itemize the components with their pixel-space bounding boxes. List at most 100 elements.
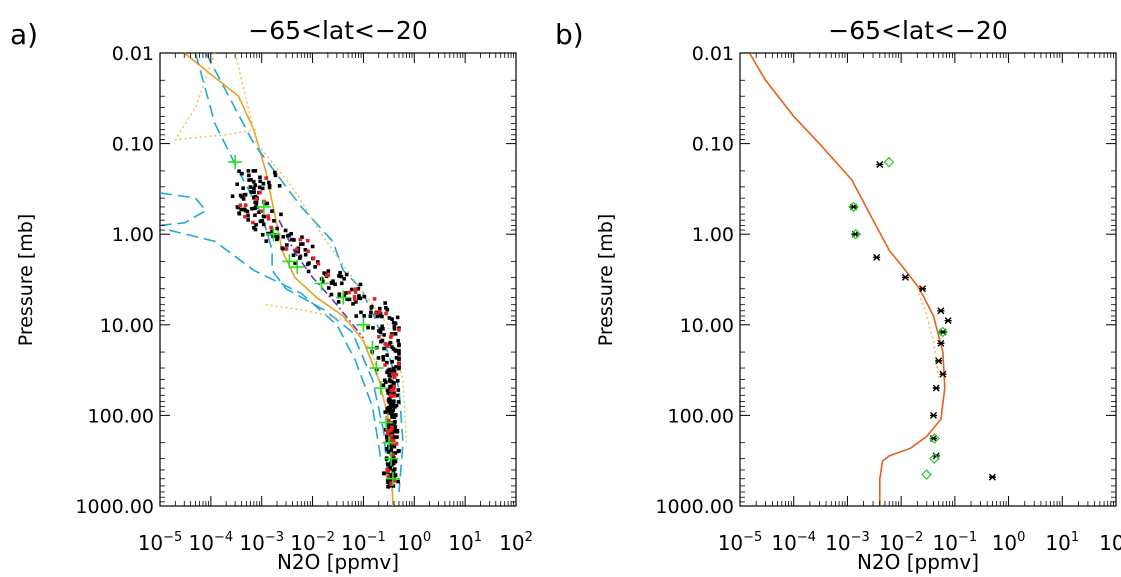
a-black-point: [253, 227, 258, 232]
a-black-point: [306, 269, 311, 274]
a-x-tick-label: 10−2: [290, 530, 335, 555]
b-black-star: [988, 473, 996, 481]
a-black-point: [390, 317, 394, 321]
a-black-point: [248, 185, 253, 189]
a-black-point: [395, 435, 399, 439]
a-red-point: [392, 384, 396, 389]
a-x-tick-label: 101: [448, 530, 482, 555]
a-black-point: [391, 468, 396, 473]
a-black-point: [254, 205, 258, 209]
a-red-point: [377, 310, 382, 314]
a-green-plus: [228, 155, 243, 170]
a-red-point: [238, 203, 243, 208]
a-black-point: [303, 252, 308, 257]
a-red-point: [266, 217, 271, 221]
a-red-point: [389, 335, 393, 339]
a-red-point: [392, 477, 396, 482]
a-red-point: [353, 290, 358, 294]
a-red-point: [264, 176, 268, 180]
a-red-point: [352, 295, 357, 299]
a-red-point: [260, 209, 264, 213]
a-green-plus: [282, 254, 297, 269]
a-series-purple-dashdot: [278, 219, 365, 339]
a-red-point: [269, 225, 273, 230]
a-black-point: [371, 326, 375, 330]
a-black-point: [390, 370, 394, 374]
axis-ticks-b: 10−5 10−4 10−3 10−2 10−1 100 101 102 0.01 0.10 1.0…: [655, 43, 1121, 555]
a-red-point: [385, 428, 389, 433]
a-black-point: [326, 286, 331, 290]
a-black-point: [388, 473, 393, 477]
a-red-point: [266, 214, 270, 218]
a-black-point: [388, 372, 393, 377]
a-black-point: [289, 237, 294, 242]
a-green-plus: [336, 290, 351, 305]
b-green-diamond: [929, 453, 940, 464]
a-red-point: [386, 475, 391, 479]
a-black-point: [387, 409, 391, 414]
a-black-point: [279, 212, 283, 217]
a-black-point: [273, 170, 277, 175]
x-axis-label-b: N2O [ppmv]: [857, 550, 979, 574]
b-green-diamond: [848, 201, 860, 213]
a-black-point: [246, 213, 250, 218]
a-black-point: [389, 408, 394, 413]
a-black-point: [394, 403, 399, 408]
a-black-point: [391, 366, 396, 371]
a-black-point: [394, 356, 399, 360]
a-black-point: [250, 206, 254, 211]
b-x-tick-label: 102: [1099, 530, 1121, 555]
a-black-point: [300, 235, 304, 239]
b-series-orange-solid: [748, 52, 946, 506]
a-black-point: [239, 207, 243, 212]
a-black-point: [384, 305, 388, 310]
a-black-point: [381, 355, 385, 359]
panel-a: a) −65<lat<−20 Pressure [mb] N2O [ppmv] …: [10, 16, 533, 574]
a-black-point: [376, 356, 381, 360]
a-black-point: [240, 171, 244, 176]
a-black-point: [397, 352, 401, 356]
a-black-point: [392, 435, 396, 440]
a-black-point: [366, 325, 370, 330]
a-red-point: [386, 344, 390, 348]
y-axis-label-b: Pressure [mb]: [595, 214, 617, 347]
b-black-star: [929, 411, 937, 419]
a-red-point: [392, 393, 397, 398]
a-black-point: [385, 421, 390, 426]
a-red-point: [243, 214, 247, 219]
b-x-tick-label: 10−4: [771, 530, 816, 555]
b-y-tick-label: 1000.00: [655, 496, 734, 518]
a-x-tick-label: 10−5: [138, 530, 183, 555]
a-black-point: [380, 338, 385, 343]
a-black-point: [396, 388, 401, 392]
a-black-point: [381, 383, 386, 388]
a-black-point: [298, 242, 303, 247]
b-green-diamond: [929, 433, 940, 444]
a-black-point: [385, 439, 390, 443]
a-black-point: [254, 223, 258, 227]
b-y-tick-label: 0.01: [692, 43, 734, 65]
b-x-tick-label: 101: [1045, 530, 1079, 555]
plot-area-a: [159, 52, 517, 507]
a-black-point: [344, 291, 348, 295]
a-green-plus: [379, 415, 394, 430]
a-red-point: [243, 203, 248, 207]
a-y-tick-label: 1000.00: [75, 496, 154, 518]
a-black-point: [337, 294, 342, 299]
a-black-point: [263, 201, 268, 206]
a-x-tick-label: 10−3: [239, 530, 284, 555]
a-black-point: [345, 297, 349, 301]
a-red-point: [316, 261, 321, 266]
a-black-point: [337, 292, 342, 297]
a-red-point: [391, 388, 396, 393]
a-black-point: [393, 332, 398, 336]
a-black-point: [391, 455, 395, 460]
a-black-point: [303, 247, 308, 252]
a-red-point: [387, 429, 392, 433]
b-y-tick-label: 0.10: [692, 134, 734, 156]
a-red-point: [326, 273, 331, 277]
a-black-point: [261, 214, 266, 219]
a-black-point: [387, 450, 391, 454]
a-black-point: [385, 462, 390, 466]
a-black-point: [254, 201, 259, 206]
